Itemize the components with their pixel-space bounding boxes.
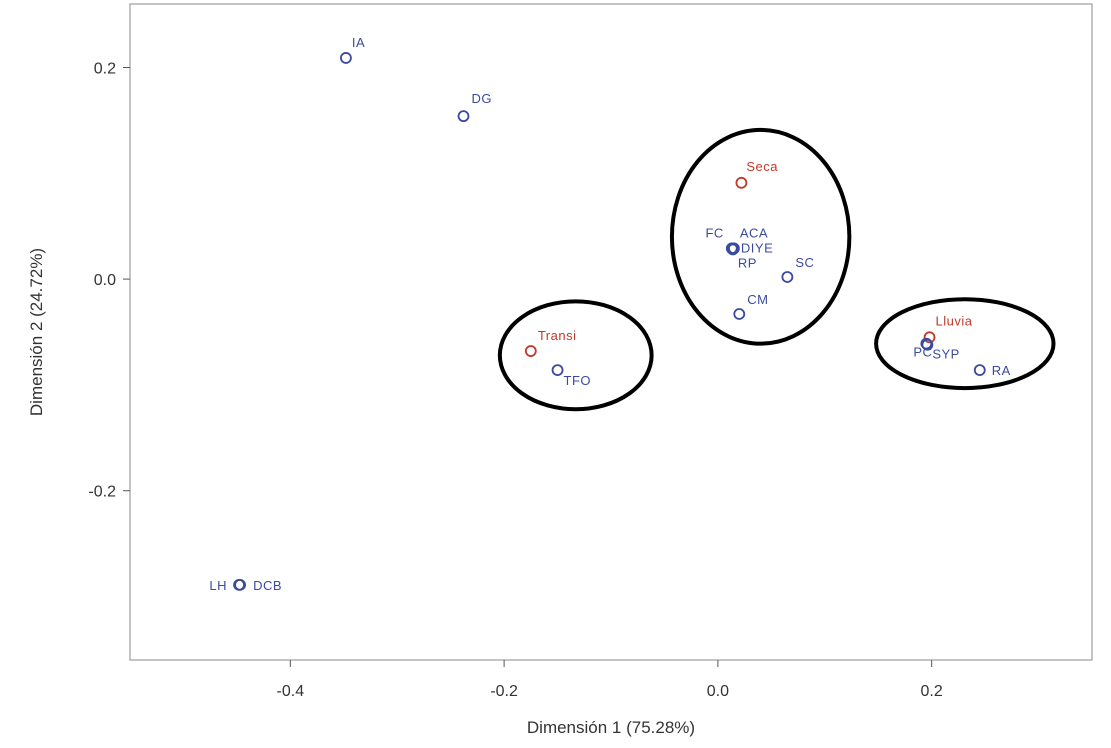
point-label-syp: SYP: [932, 347, 960, 362]
point-rp: [726, 243, 739, 256]
x-tick-label: 0.0: [707, 683, 729, 700]
point-label-aca: ACA: [740, 225, 768, 240]
point-label-dg: DG: [471, 91, 492, 106]
point-label-pc: PC: [913, 345, 932, 360]
point-ra: [973, 364, 986, 376]
point-label-ra: RA: [992, 363, 1011, 378]
point-label-dcb: DCB: [253, 578, 282, 593]
y-tick-label: -0.2: [88, 484, 116, 501]
point-dg: [457, 110, 470, 123]
point-label-tfo: TFO: [564, 373, 592, 388]
y-tick-label: 0.0: [94, 272, 116, 289]
point-seca: [735, 176, 748, 189]
cluster-ellipse-1: [669, 127, 852, 346]
x-tick-label: -0.4: [277, 683, 305, 700]
point-label-diye: DIYE: [741, 240, 773, 255]
point-tfo: [551, 364, 564, 376]
point-sc: [781, 271, 794, 283]
data-points: [233, 52, 986, 591]
point-transi: [524, 345, 537, 357]
point-label-seca: Seca: [746, 159, 778, 174]
point-label-rp: RP: [738, 255, 757, 270]
point-label-cm: CM: [747, 292, 768, 307]
x-axis-title: Dimensión 1 (75.28%): [527, 718, 695, 737]
x-tick-label: -0.2: [490, 683, 518, 700]
point-label-transi: Transi: [538, 328, 577, 343]
y-tick-label: 0.2: [94, 60, 116, 77]
point-pc: [921, 338, 934, 351]
point-label-fc: FC: [705, 225, 723, 240]
point-label-sc: SC: [795, 255, 814, 270]
point-cm: [733, 308, 746, 320]
point-ia: [340, 52, 352, 64]
point-syp: [920, 337, 933, 350]
cluster-ellipse-2: [497, 299, 654, 412]
point-dcb: [234, 578, 246, 591]
point-label-lluvia: Lluvia: [936, 313, 973, 328]
plot-frame: [129, 3, 1093, 661]
x-tick-label: 0.2: [921, 683, 943, 700]
point-diye: [728, 242, 740, 255]
axes: -0.4 -0.2 0.0 0.2 -0.2 0.0 0.2: [88, 60, 942, 700]
point-lluvia: [923, 331, 936, 344]
y-axis-title: Dimensión 2 (24.72%): [27, 248, 46, 416]
cluster-ellipse-3: [874, 297, 1056, 391]
point-label-ia: IA: [352, 35, 365, 50]
cluster-ellipses: [497, 127, 1056, 412]
point-label-lh: LH: [209, 578, 227, 593]
